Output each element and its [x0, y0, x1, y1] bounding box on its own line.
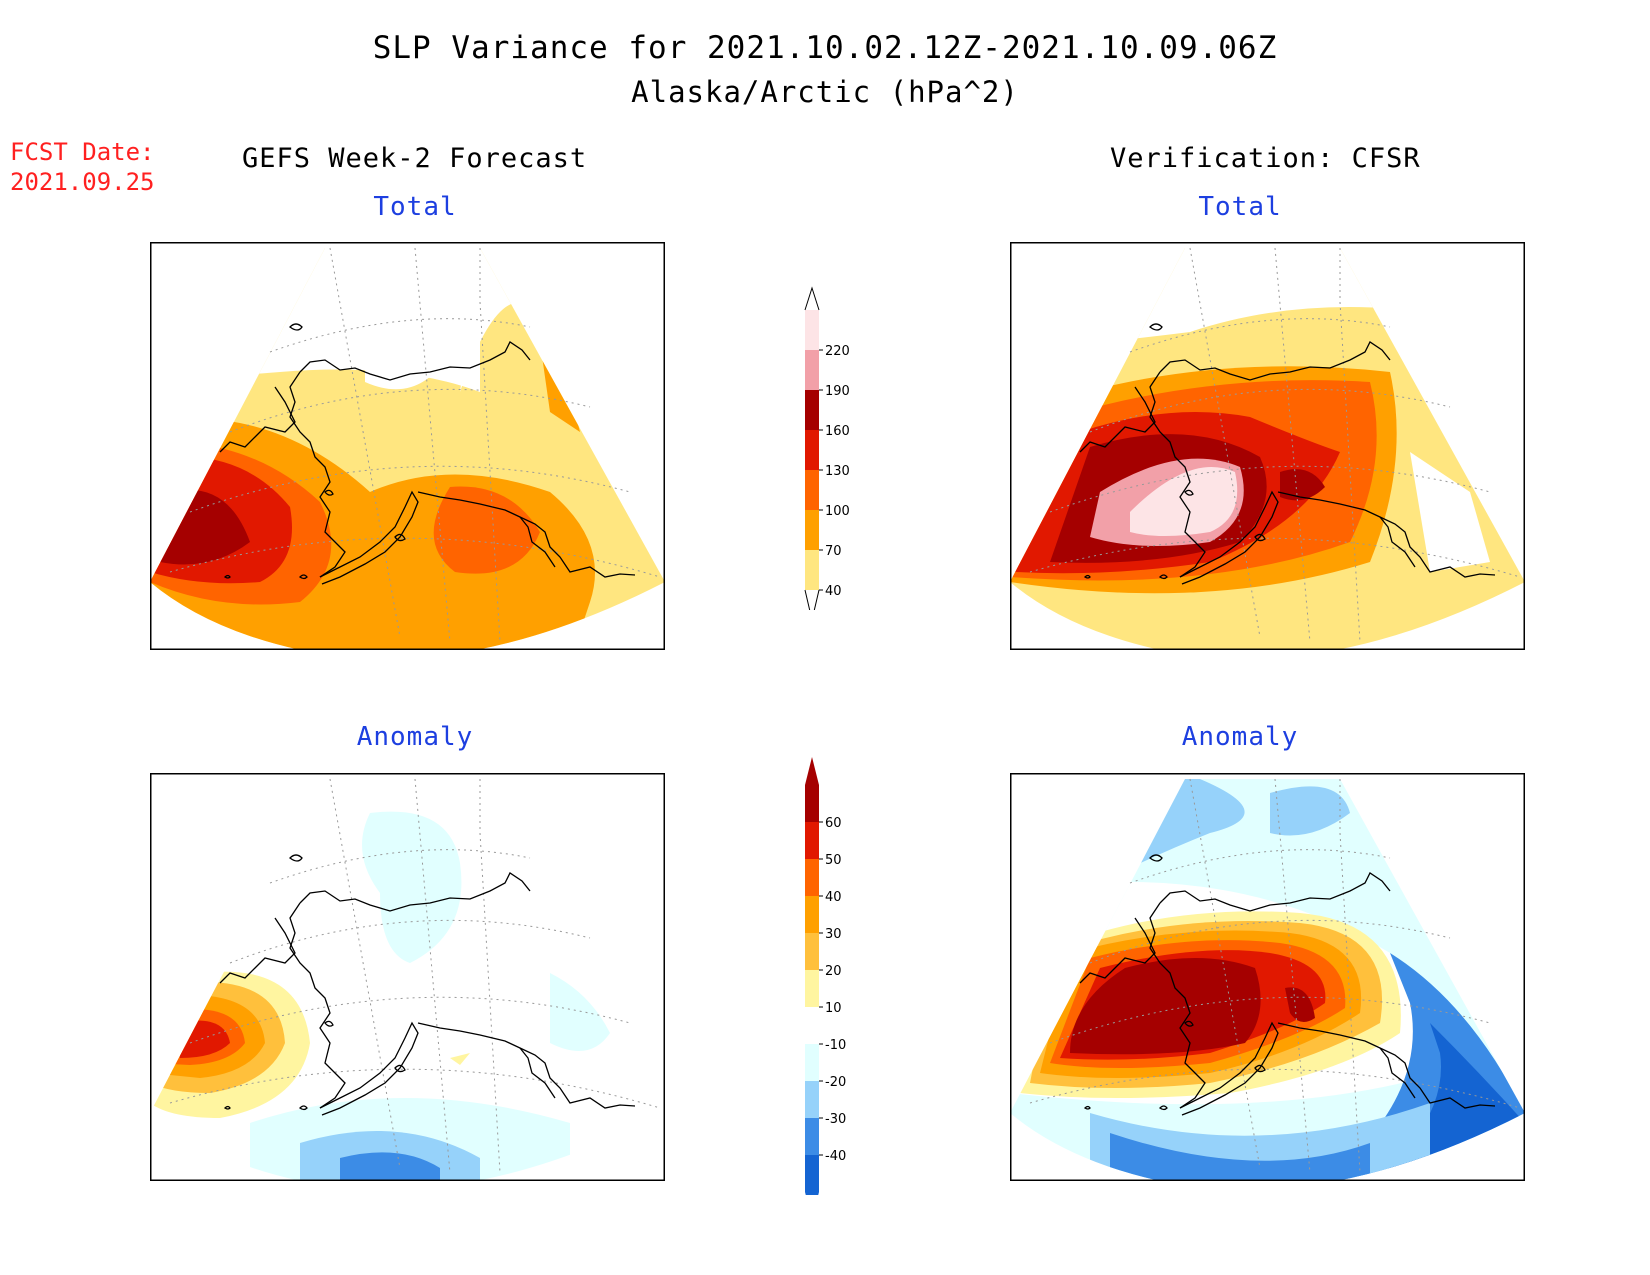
total-colorbar-swatch [805, 310, 819, 350]
total-colorbar-swatch [805, 390, 819, 430]
bottom-left-panel-label: Anomaly [356, 722, 474, 752]
bottom-right-panel-label: Anomaly [1181, 722, 1299, 752]
anomaly-colorbar-label: -10 [825, 1038, 846, 1053]
forecast-date-label: FCST Date: [10, 138, 155, 166]
anomaly-colorbar-bottom-tip [805, 1192, 819, 1195]
anomaly-colorbar-swatch [805, 1081, 819, 1118]
anomaly-colorbar-swatch [805, 859, 819, 896]
anomaly-colorbar-swatch [805, 785, 819, 822]
total-colorbar-swatch [805, 510, 819, 550]
total-colorbar-label: 100 [825, 504, 850, 519]
total-colorbar-label: 70 [825, 544, 842, 559]
anomaly-colorbar-swatch [805, 970, 819, 1007]
gefs-total-map [150, 242, 665, 650]
anomaly-colorbar-label: 60 [825, 816, 842, 831]
anomaly-colorbar-label: -20 [825, 1075, 846, 1090]
anomaly-colorbar-label: 40 [825, 890, 842, 905]
anomaly-colorbar-swatch [805, 896, 819, 933]
anomaly-colorbar-label: 50 [825, 853, 842, 868]
anomaly-colorbar-swatch [805, 1155, 819, 1192]
total-colorbar-label: 160 [825, 424, 850, 439]
total-colorbar-label: 190 [825, 384, 850, 399]
anomaly-colorbar-label: 20 [825, 964, 842, 979]
cfsr-anomaly-map [1010, 773, 1525, 1181]
anomaly-colorbar-swatch [805, 1118, 819, 1155]
gefs-anomaly-map [150, 773, 665, 1181]
total-colorbar-swatch [805, 350, 819, 390]
chart-title: SLP Variance for 2021.10.02.12Z-2021.10.… [372, 30, 1278, 66]
total-colorbar-label: 130 [825, 464, 850, 479]
total-colorbar-swatch [805, 470, 819, 510]
total-colorbar-tips [804, 286, 820, 610]
forecast-date-value: 2021.09.25 [10, 168, 155, 196]
total-colorbar-swatch [805, 430, 819, 470]
total-colorbar-swatch [805, 550, 819, 590]
anomaly-colorbar-top-tip [805, 757, 819, 785]
cfsr-total-map [1010, 242, 1525, 650]
anomaly-colorbar-label: -30 [825, 1112, 846, 1127]
top-right-panel-label: Total [1198, 192, 1282, 222]
right-column-heading: Verification: CFSR [1110, 143, 1421, 174]
anomaly-colorbar-swatch [805, 933, 819, 970]
anomaly-colorbar-swatch [805, 1007, 819, 1044]
chart-subtitle: Alaska/Arctic (hPa^2) [631, 75, 1019, 109]
anomaly-colorbar-label: -40 [825, 1149, 846, 1164]
anomaly-colorbar-swatch [805, 1044, 819, 1081]
anomaly-colorbar-swatch [805, 822, 819, 859]
anomaly-colorbar-label: 30 [825, 927, 842, 942]
left-column-heading: GEFS Week-2 Forecast [242, 143, 588, 174]
total-colorbar-label: 40 [825, 584, 842, 599]
anomaly-colorbar-label: 10 [825, 1001, 842, 1016]
total-colorbar: 40 70 100 130 160 190 220 [804, 286, 850, 610]
total-colorbar-label: 220 [825, 344, 850, 359]
anomaly-colorbar: -40 -30 -20 -10 10 20 30 40 50 60 [805, 757, 846, 1195]
top-left-panel-label: Total [373, 192, 457, 222]
